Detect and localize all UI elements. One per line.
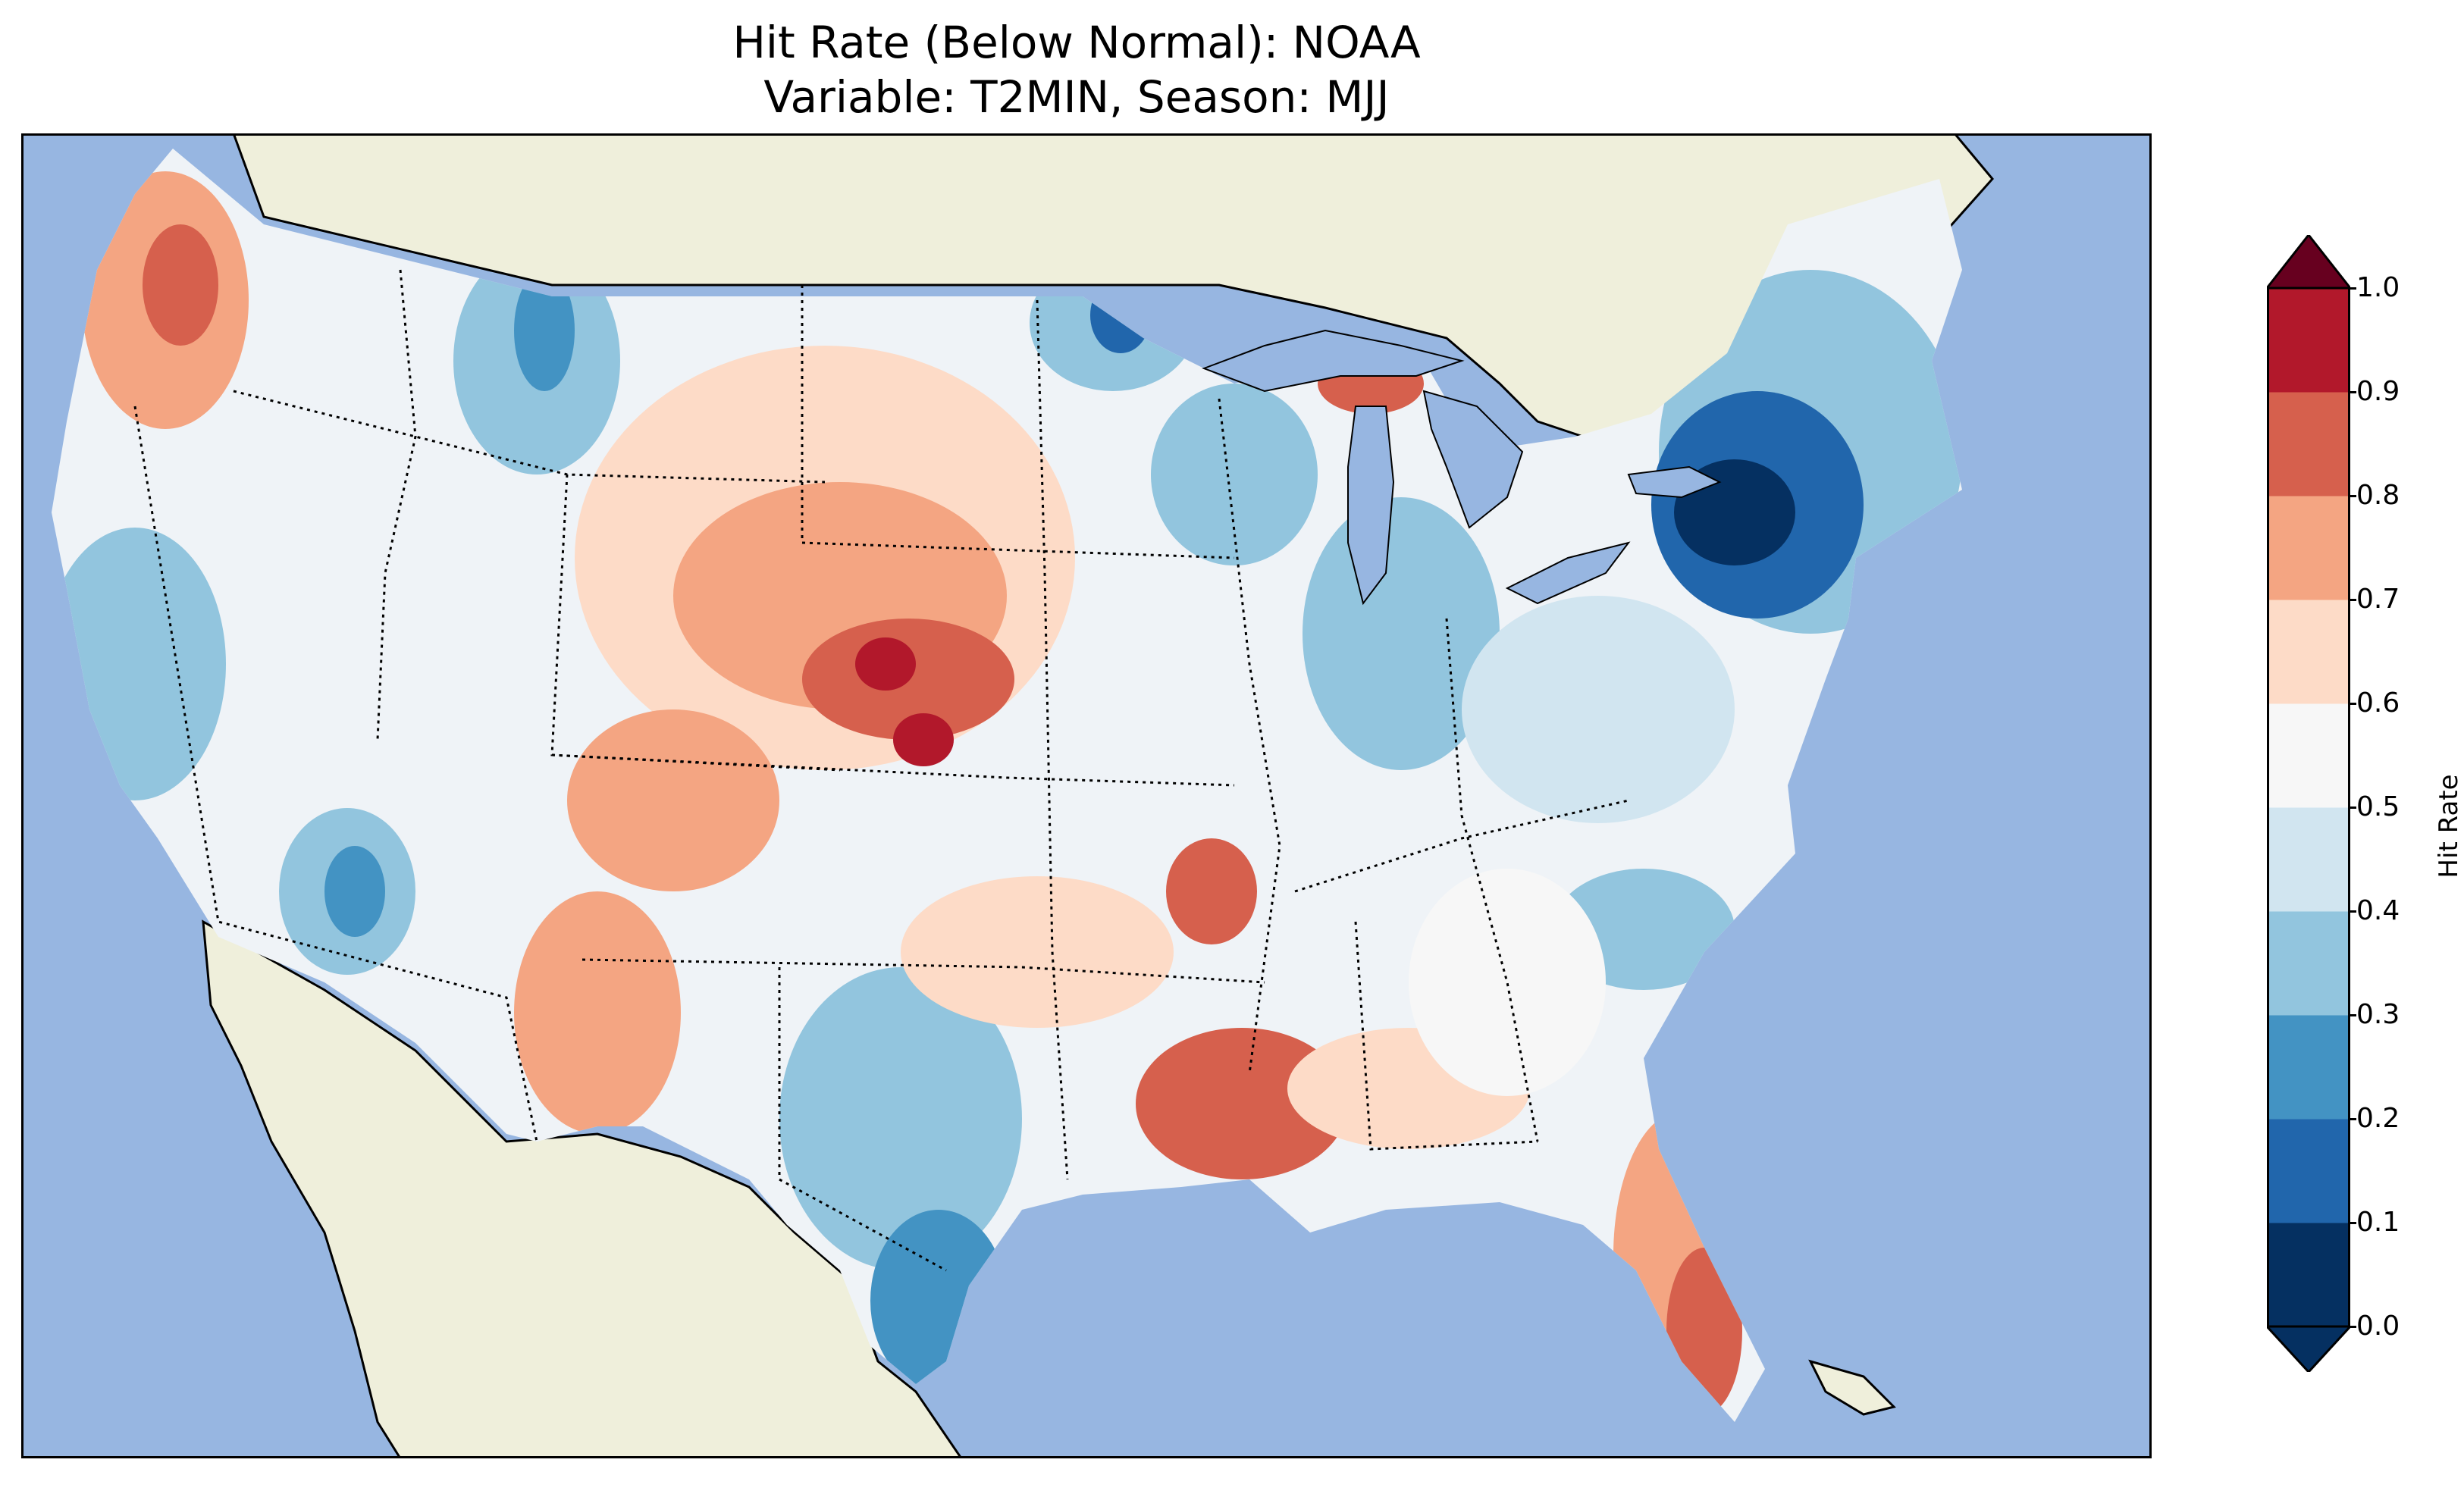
colorbar-tick-label: 0.3 [2356, 999, 2400, 1030]
colorbar-tick-mark [2350, 1014, 2356, 1016]
colorbar-segment [2267, 1223, 2350, 1327]
us-hit-rate-map [21, 133, 2152, 1458]
colorbar-tick-mark [2350, 391, 2356, 393]
border-dakotas [801, 285, 1235, 559]
lake-superior [1202, 329, 1465, 393]
lake-michigan [1347, 406, 1395, 606]
colorbar-segment [2267, 392, 2350, 496]
region-nevada-core [324, 846, 385, 937]
colorbar-tick-mark [2350, 807, 2356, 809]
colorbar-frame [2267, 287, 2350, 1328]
border-southeast [1354, 921, 1538, 1151]
colorbar-tick-label: 0.4 [2356, 895, 2400, 926]
region-illinois [1303, 497, 1500, 770]
colorbar-tick-mark [2350, 1222, 2356, 1224]
colorbar-tick-label: 0.6 [2356, 687, 2400, 719]
region-georgia [1409, 869, 1606, 1096]
mexico-land [202, 919, 963, 1458]
colorbar-tick-mark [2350, 599, 2356, 601]
colorbar-label: Hit Rate [2434, 774, 2464, 879]
colorbar-segment [2267, 288, 2350, 393]
colorbar-tick-mark [2350, 910, 2356, 913]
border-mississippi-river [1218, 398, 1281, 1074]
colorbar-segment [2267, 703, 2350, 808]
colorbar-top-extension [2267, 235, 2350, 290]
colorbar-segment [2267, 600, 2350, 704]
colorbar-segment [2267, 911, 2350, 1016]
colorbar-tick-label: 1.0 [2356, 272, 2400, 303]
region-wisconsin [1151, 384, 1318, 565]
region-new-mexico [514, 891, 681, 1134]
colorbar-tick-mark [2350, 1326, 2356, 1328]
border-rockies-line [376, 269, 417, 741]
lake-erie [1505, 541, 1631, 605]
colorbar-tick-label: 0.7 [2356, 584, 2400, 615]
colorbar-tick-label: 0.1 [2356, 1207, 2400, 1238]
region-idaho-core [514, 270, 575, 391]
great-lakes [1202, 329, 1722, 606]
lake-ontario [1627, 465, 1722, 499]
border-appalachia [1445, 618, 1539, 1142]
chart-title-line-1: Hit Rate (Below Normal): NOAA [732, 17, 1421, 68]
colorbar-tick-mark [2350, 703, 2356, 705]
region-nebraska-core [855, 637, 916, 691]
colorbar-tick-label: 0.5 [2356, 791, 2400, 822]
border-texas [778, 967, 947, 1272]
region-oklahoma [901, 876, 1174, 1028]
colorbar-tick-label: 0.0 [2356, 1311, 2400, 1342]
colorbar-tick-mark [2350, 495, 2356, 497]
region-kansas-core [893, 713, 954, 766]
colorbar-segments [2267, 288, 2350, 1327]
colorbar-tick-label: 0.8 [2356, 480, 2400, 511]
colorbar-segment [2267, 1119, 2350, 1223]
colorbar-tick-mark [2350, 1118, 2356, 1120]
colorbar-bottom-extension [2267, 1325, 2350, 1372]
chart-title-line-2: Variable: T2MIN, Season: MJJ [763, 71, 1390, 123]
lake-huron [1422, 390, 1524, 529]
border-kansas-ok [582, 958, 1265, 984]
region-arkansas [1166, 838, 1257, 944]
colorbar [2267, 235, 2350, 1372]
colorbar-tick-label: 0.2 [2356, 1103, 2400, 1134]
region-pnw-core [143, 224, 218, 346]
colorbar-segment [2267, 807, 2350, 912]
border-ohio-river [1294, 799, 1629, 893]
region-colorado [567, 709, 779, 891]
border-colorado-nm [551, 753, 1235, 787]
state-borders [133, 269, 1629, 1272]
cuba-land [1808, 1359, 1896, 1416]
map-frame [21, 133, 2152, 1458]
border-plains-east [1036, 299, 1069, 1180]
region-ohio-valley [1462, 596, 1735, 823]
region-west-texas [779, 967, 1022, 1270]
colorbar-segment [2267, 496, 2350, 600]
colorbar-tick-mark [2350, 287, 2356, 290]
colorbar-segment [2267, 1015, 2350, 1120]
colorbar-tick-label: 0.9 [2356, 376, 2400, 407]
region-lower-mississippi [1136, 1028, 1348, 1179]
